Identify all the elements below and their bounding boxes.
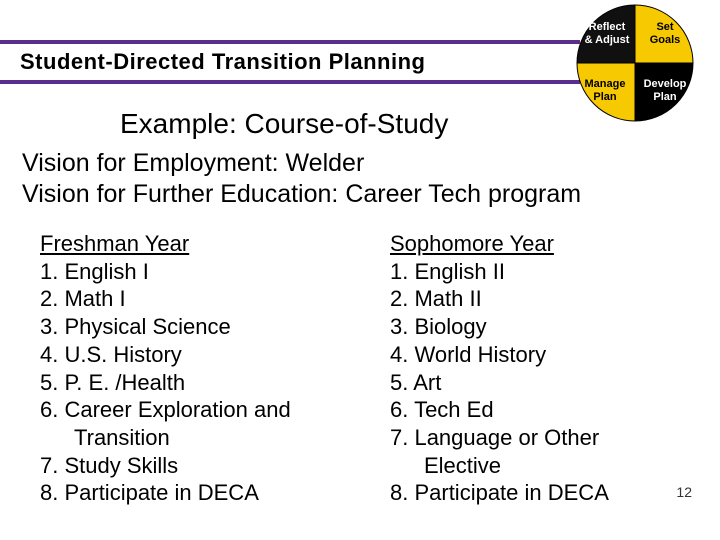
list-item: 1. English II	[390, 258, 700, 286]
list-item: 2. Math I	[40, 285, 350, 313]
freshman-heading: Freshman Year	[40, 230, 350, 258]
list-item: 8. Participate in DECA	[390, 479, 700, 507]
list-item: 2. Math II	[390, 285, 700, 313]
list-item: 6. Tech Ed	[390, 396, 700, 424]
sophomore-column: Sophomore Year 1. English II 2. Math II …	[390, 230, 700, 507]
header-band: Student-Directed Transition Planning	[0, 40, 580, 84]
freshman-column: Freshman Year 1. English I 2. Math I 3. …	[40, 230, 350, 507]
list-item: 3. Physical Science	[40, 313, 350, 341]
list-item: Transition	[40, 424, 350, 452]
vision-employment: Vision for Employment: Welder	[22, 148, 581, 179]
list-item: 4. World History	[390, 341, 700, 369]
page-number: 12	[676, 484, 692, 500]
process-wheel-icon: Reflect & Adjust Set Goals Develop Plan …	[560, 0, 710, 130]
vision-block: Vision for Employment: Welder Vision for…	[22, 148, 581, 209]
list-item: 8. Participate in DECA	[40, 479, 350, 507]
course-columns: Freshman Year 1. English I 2. Math I 3. …	[40, 230, 700, 507]
example-title: Example: Course-of-Study	[120, 108, 448, 140]
wheel-label: Plan	[593, 91, 617, 103]
page-title: Student-Directed Transition Planning	[20, 49, 425, 75]
list-item: 1. English I	[40, 258, 350, 286]
sophomore-heading: Sophomore Year	[390, 230, 700, 258]
wheel-label: Plan	[653, 91, 677, 103]
wheel-label: Develop	[644, 78, 687, 90]
wheel-label: Set	[656, 21, 673, 33]
list-item: 5. Art	[390, 369, 700, 397]
list-item: 7. Language or Other	[390, 424, 700, 452]
list-item: 6. Career Exploration and	[40, 396, 350, 424]
list-item: 3. Biology	[390, 313, 700, 341]
vision-education: Vision for Further Education: Career Tec…	[22, 179, 581, 210]
list-item: 5. P. E. /Health	[40, 369, 350, 397]
wheel-label: Reflect	[589, 21, 626, 33]
list-item: 7. Study Skills	[40, 452, 350, 480]
list-item: Elective	[390, 452, 700, 480]
wheel-label: Manage	[585, 78, 626, 90]
list-item: 4. U.S. History	[40, 341, 350, 369]
wheel-label: & Adjust	[585, 34, 630, 46]
wheel-label: Goals	[650, 34, 681, 46]
